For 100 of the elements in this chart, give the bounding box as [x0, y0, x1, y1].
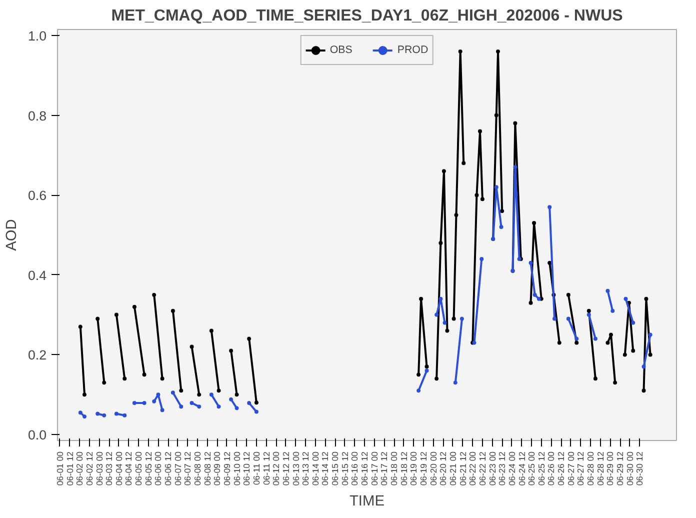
x-tick-label: 06-10 00	[232, 451, 242, 486]
x-tick-label: 06-15 00	[330, 451, 340, 486]
x-tick-label: 06-27 00	[566, 451, 576, 486]
x-tick-label: 06-28 00	[586, 451, 596, 486]
point	[78, 410, 82, 415]
point	[416, 388, 421, 393]
point	[197, 404, 202, 409]
x-tick-label: 06-06 00	[153, 451, 164, 486]
x-tick-label: 06-09 00	[212, 451, 222, 486]
point	[442, 320, 447, 325]
x-tick-label: 06-08 00	[192, 451, 203, 486]
point	[494, 185, 498, 190]
x-tick-label: 06-01 12	[64, 451, 75, 486]
point	[122, 413, 127, 418]
point	[610, 308, 615, 313]
x-tick-label: 06-11 00	[251, 451, 262, 486]
point	[438, 296, 443, 301]
point	[170, 390, 175, 395]
x-tick-label: 06-14 12	[320, 451, 330, 486]
x-tick-label: 06-12 00	[271, 451, 282, 486]
y-tick-label: 0.0	[28, 428, 47, 443]
x-tick-label: 06-16 00	[350, 451, 360, 486]
point	[132, 400, 136, 405]
x-tick-label: 06-20 00	[428, 451, 438, 486]
point	[156, 392, 160, 397]
x-tick-label: 06-21 00	[448, 451, 458, 486]
x-tick-label: 06-20 12	[438, 451, 448, 486]
x-tick-label: 06-13 12	[300, 451, 311, 486]
point	[631, 320, 636, 325]
x-tick-label: 06-15 12	[340, 451, 350, 486]
x-axis-title: TIME	[349, 494, 385, 510]
point	[424, 368, 429, 373]
point	[593, 336, 598, 341]
point	[574, 336, 579, 341]
x-tick-label: 06-27 12	[576, 451, 586, 486]
x-tick-label: 06-06 12	[163, 451, 174, 486]
point	[179, 404, 184, 409]
x-tick-label: 06-18 12	[398, 451, 409, 486]
point	[499, 225, 504, 230]
x-tick-label: 06-09 12	[222, 451, 232, 486]
x-tick-label: 06-19 12	[418, 451, 428, 486]
y-tick-label: 0.2	[28, 348, 47, 363]
point	[513, 165, 518, 170]
x-tick-label: 06-23 00	[487, 451, 498, 486]
legend-label: OBS	[330, 44, 352, 56]
point	[82, 414, 87, 419]
y-tick-label: 0.4	[28, 268, 48, 283]
point	[216, 404, 221, 409]
x-tick-label: 06-11 12	[261, 451, 272, 486]
x-tick-label: 06-29 00	[605, 451, 616, 486]
legend-label: PROD	[397, 44, 428, 56]
chart-title: MET_CMAQ_AOD_TIME_SERIES_DAY1_06Z_HIGH_202006 - NWUS	[111, 8, 624, 24]
x-tick-label: 06-26 00	[546, 451, 556, 486]
x-tick-label: 06-14 00	[310, 451, 320, 486]
x-tick-label: 06-19 00	[408, 451, 419, 486]
point	[460, 316, 464, 321]
point	[160, 408, 164, 412]
point	[114, 412, 118, 416]
x-tick-label: 06-22 00	[468, 451, 478, 486]
point	[642, 364, 646, 369]
x-tick-label: 06-07 00	[172, 451, 183, 486]
point	[586, 312, 591, 317]
point	[190, 400, 194, 405]
point	[566, 316, 570, 321]
x-tick-label: 06-04 12	[124, 451, 134, 486]
x-tick-label: 06-25 00	[526, 451, 537, 486]
x-tick-label: 06-28 12	[595, 451, 606, 486]
point	[142, 400, 146, 405]
x-tick-label: 06-07 12	[182, 451, 193, 486]
point	[532, 292, 537, 297]
x-tick-label: 06-10 12	[242, 451, 252, 486]
x-tick-label: 06-30 00	[624, 451, 635, 486]
point	[96, 412, 100, 416]
point	[453, 380, 458, 385]
x-tick-label: 06-08 12	[202, 451, 212, 486]
point	[552, 316, 556, 321]
x-tick-label: 06-23 12	[497, 451, 508, 486]
x-tick-label: 06-22 12	[477, 451, 488, 486]
y-axis-title: AOD	[4, 219, 20, 251]
x-tick-label: 06-01 00	[54, 451, 65, 486]
x-tick-label: 06-02 12	[84, 451, 94, 486]
point	[229, 397, 234, 402]
x-tick-label: 06-04 00	[114, 451, 124, 486]
x-tick-label: 06-29 12	[615, 451, 626, 486]
point	[480, 256, 484, 261]
x-tick-label: 06-21 12	[458, 451, 468, 486]
x-tick-label: 06-26 12	[556, 451, 566, 486]
point	[254, 410, 258, 414]
x-tick-label: 06-30 12	[634, 451, 645, 486]
x-tick-label: 06-25 12	[536, 451, 546, 486]
x-tick-label: 06-24 12	[516, 451, 527, 486]
x-tick-label: 06-13 00	[290, 451, 301, 486]
x-tick-label: 06-17 00	[369, 451, 380, 486]
point	[247, 400, 252, 405]
x-tick-label: 06-24 00	[506, 451, 517, 486]
x-tick-label: 06-17 12	[379, 451, 390, 486]
point	[209, 392, 214, 397]
point	[434, 312, 439, 317]
x-tick-label: 06-02 00	[74, 451, 85, 486]
y-tick-label: 0.8	[28, 108, 47, 124]
